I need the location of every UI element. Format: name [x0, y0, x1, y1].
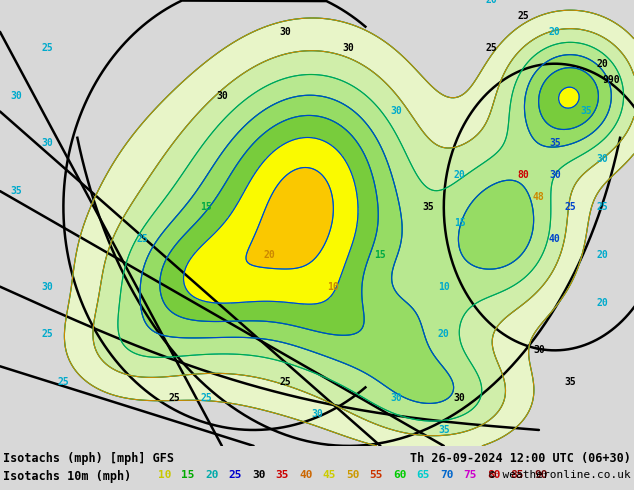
Text: 80: 80	[517, 170, 529, 180]
Text: 45: 45	[323, 470, 336, 480]
Text: 30: 30	[252, 470, 266, 480]
Text: 35: 35	[10, 186, 22, 196]
Text: 35: 35	[549, 138, 560, 148]
Text: 30: 30	[533, 345, 545, 355]
Text: 70: 70	[440, 470, 453, 480]
Text: 15: 15	[375, 250, 386, 260]
Text: 25: 25	[517, 11, 529, 21]
Text: 35: 35	[276, 470, 289, 480]
Text: 25: 25	[565, 202, 576, 212]
Text: 10: 10	[438, 282, 450, 292]
Text: 20: 20	[486, 0, 497, 5]
Text: 20: 20	[438, 329, 450, 340]
Text: 20: 20	[264, 250, 275, 260]
Text: 25: 25	[42, 43, 53, 53]
Text: 65: 65	[417, 470, 430, 480]
Text: 55: 55	[370, 470, 383, 480]
Text: 990: 990	[603, 74, 621, 85]
Text: Th 26-09-2024 12:00 UTC (06+30): Th 26-09-2024 12:00 UTC (06+30)	[410, 452, 631, 465]
Text: Isotachs 10m (mph): Isotachs 10m (mph)	[3, 470, 131, 483]
Text: 20: 20	[597, 59, 608, 69]
Text: 30: 30	[391, 393, 402, 403]
Text: 25: 25	[228, 470, 242, 480]
Text: 30: 30	[311, 409, 323, 419]
Text: 25: 25	[42, 329, 53, 340]
Text: 35: 35	[438, 425, 450, 435]
Text: 30: 30	[597, 154, 608, 164]
Text: 80: 80	[487, 470, 500, 480]
Text: 30: 30	[42, 282, 53, 292]
Text: 25: 25	[486, 43, 497, 53]
Text: 35: 35	[581, 106, 592, 117]
Text: Isotachs (mph) [mph] GFS: Isotachs (mph) [mph] GFS	[3, 452, 174, 465]
Text: 48: 48	[533, 193, 545, 202]
Text: 10: 10	[158, 470, 172, 480]
Text: 30: 30	[216, 91, 228, 100]
Text: 15: 15	[454, 218, 465, 228]
Text: 50: 50	[346, 470, 359, 480]
Text: 30: 30	[391, 106, 402, 117]
Text: 25: 25	[137, 234, 148, 244]
Text: 25: 25	[200, 393, 212, 403]
Text: 30: 30	[343, 43, 354, 53]
Text: 85: 85	[510, 470, 524, 480]
Text: 25: 25	[597, 202, 608, 212]
Text: 30: 30	[549, 170, 560, 180]
Text: 90: 90	[534, 470, 548, 480]
Text: 25: 25	[58, 377, 69, 387]
Text: 15: 15	[181, 470, 195, 480]
Text: 60: 60	[393, 470, 406, 480]
Text: 20: 20	[597, 297, 608, 308]
Text: 25: 25	[169, 393, 180, 403]
Text: 15: 15	[200, 202, 212, 212]
Text: 35: 35	[565, 377, 576, 387]
Text: 75: 75	[463, 470, 477, 480]
Text: 40: 40	[299, 470, 313, 480]
Text: 30: 30	[280, 27, 291, 37]
Text: 35: 35	[422, 202, 434, 212]
Text: 25: 25	[280, 377, 291, 387]
Text: 20: 20	[549, 27, 560, 37]
Text: 20: 20	[597, 250, 608, 260]
Text: 10: 10	[327, 282, 339, 292]
Text: 40: 40	[549, 234, 560, 244]
Text: 30: 30	[42, 138, 53, 148]
Text: © weatheronline.co.uk: © weatheronline.co.uk	[489, 470, 631, 480]
Text: 20: 20	[454, 170, 465, 180]
Text: 20: 20	[205, 470, 219, 480]
Text: 30: 30	[454, 393, 465, 403]
Text: 30: 30	[10, 91, 22, 100]
